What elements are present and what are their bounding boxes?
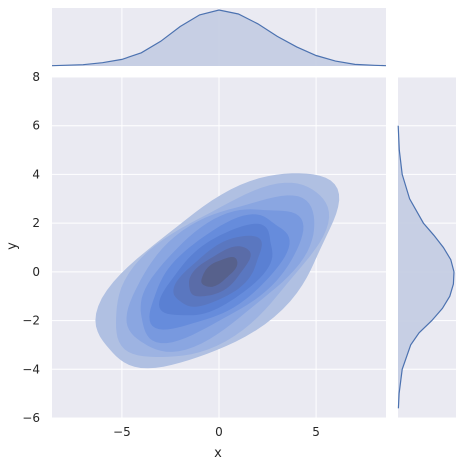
y-tick-label: 0 [32, 265, 40, 279]
kde-contour-level [201, 257, 238, 287]
marginal-x-density-fill [52, 10, 386, 66]
marginal-y-panel [397, 76, 456, 419]
x-tick-label: 5 [312, 425, 320, 439]
marginal-y-density-fill [398, 125, 454, 409]
axis-labels: x y [5, 242, 222, 461]
marginal-x-panel [51, 8, 387, 67]
y-tick-label: 2 [32, 216, 40, 230]
y-tick-label: −4 [22, 362, 40, 376]
y-axis-label: y [5, 242, 20, 250]
joint-plot-panel: −5 0 5 −6 −4 −2 0 2 4 6 8 [22, 70, 386, 439]
y-tick-label: 4 [32, 167, 40, 181]
marginal-x-density-line [51, 9, 387, 67]
y-tick-label: 6 [32, 119, 40, 133]
x-axis-label: x [214, 446, 222, 461]
marginal-y-density-line [397, 125, 455, 409]
y-tick-label: 8 [32, 70, 40, 84]
x-tick-label: 0 [215, 425, 223, 439]
y-tick-label: −6 [22, 411, 40, 425]
y-tick-label: −2 [22, 314, 40, 328]
x-tick-label: −5 [113, 425, 131, 439]
